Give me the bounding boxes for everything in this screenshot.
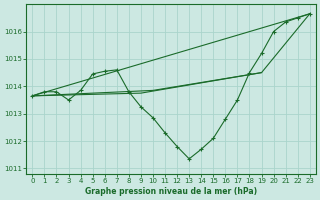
X-axis label: Graphe pression niveau de la mer (hPa): Graphe pression niveau de la mer (hPa) [85, 187, 257, 196]
